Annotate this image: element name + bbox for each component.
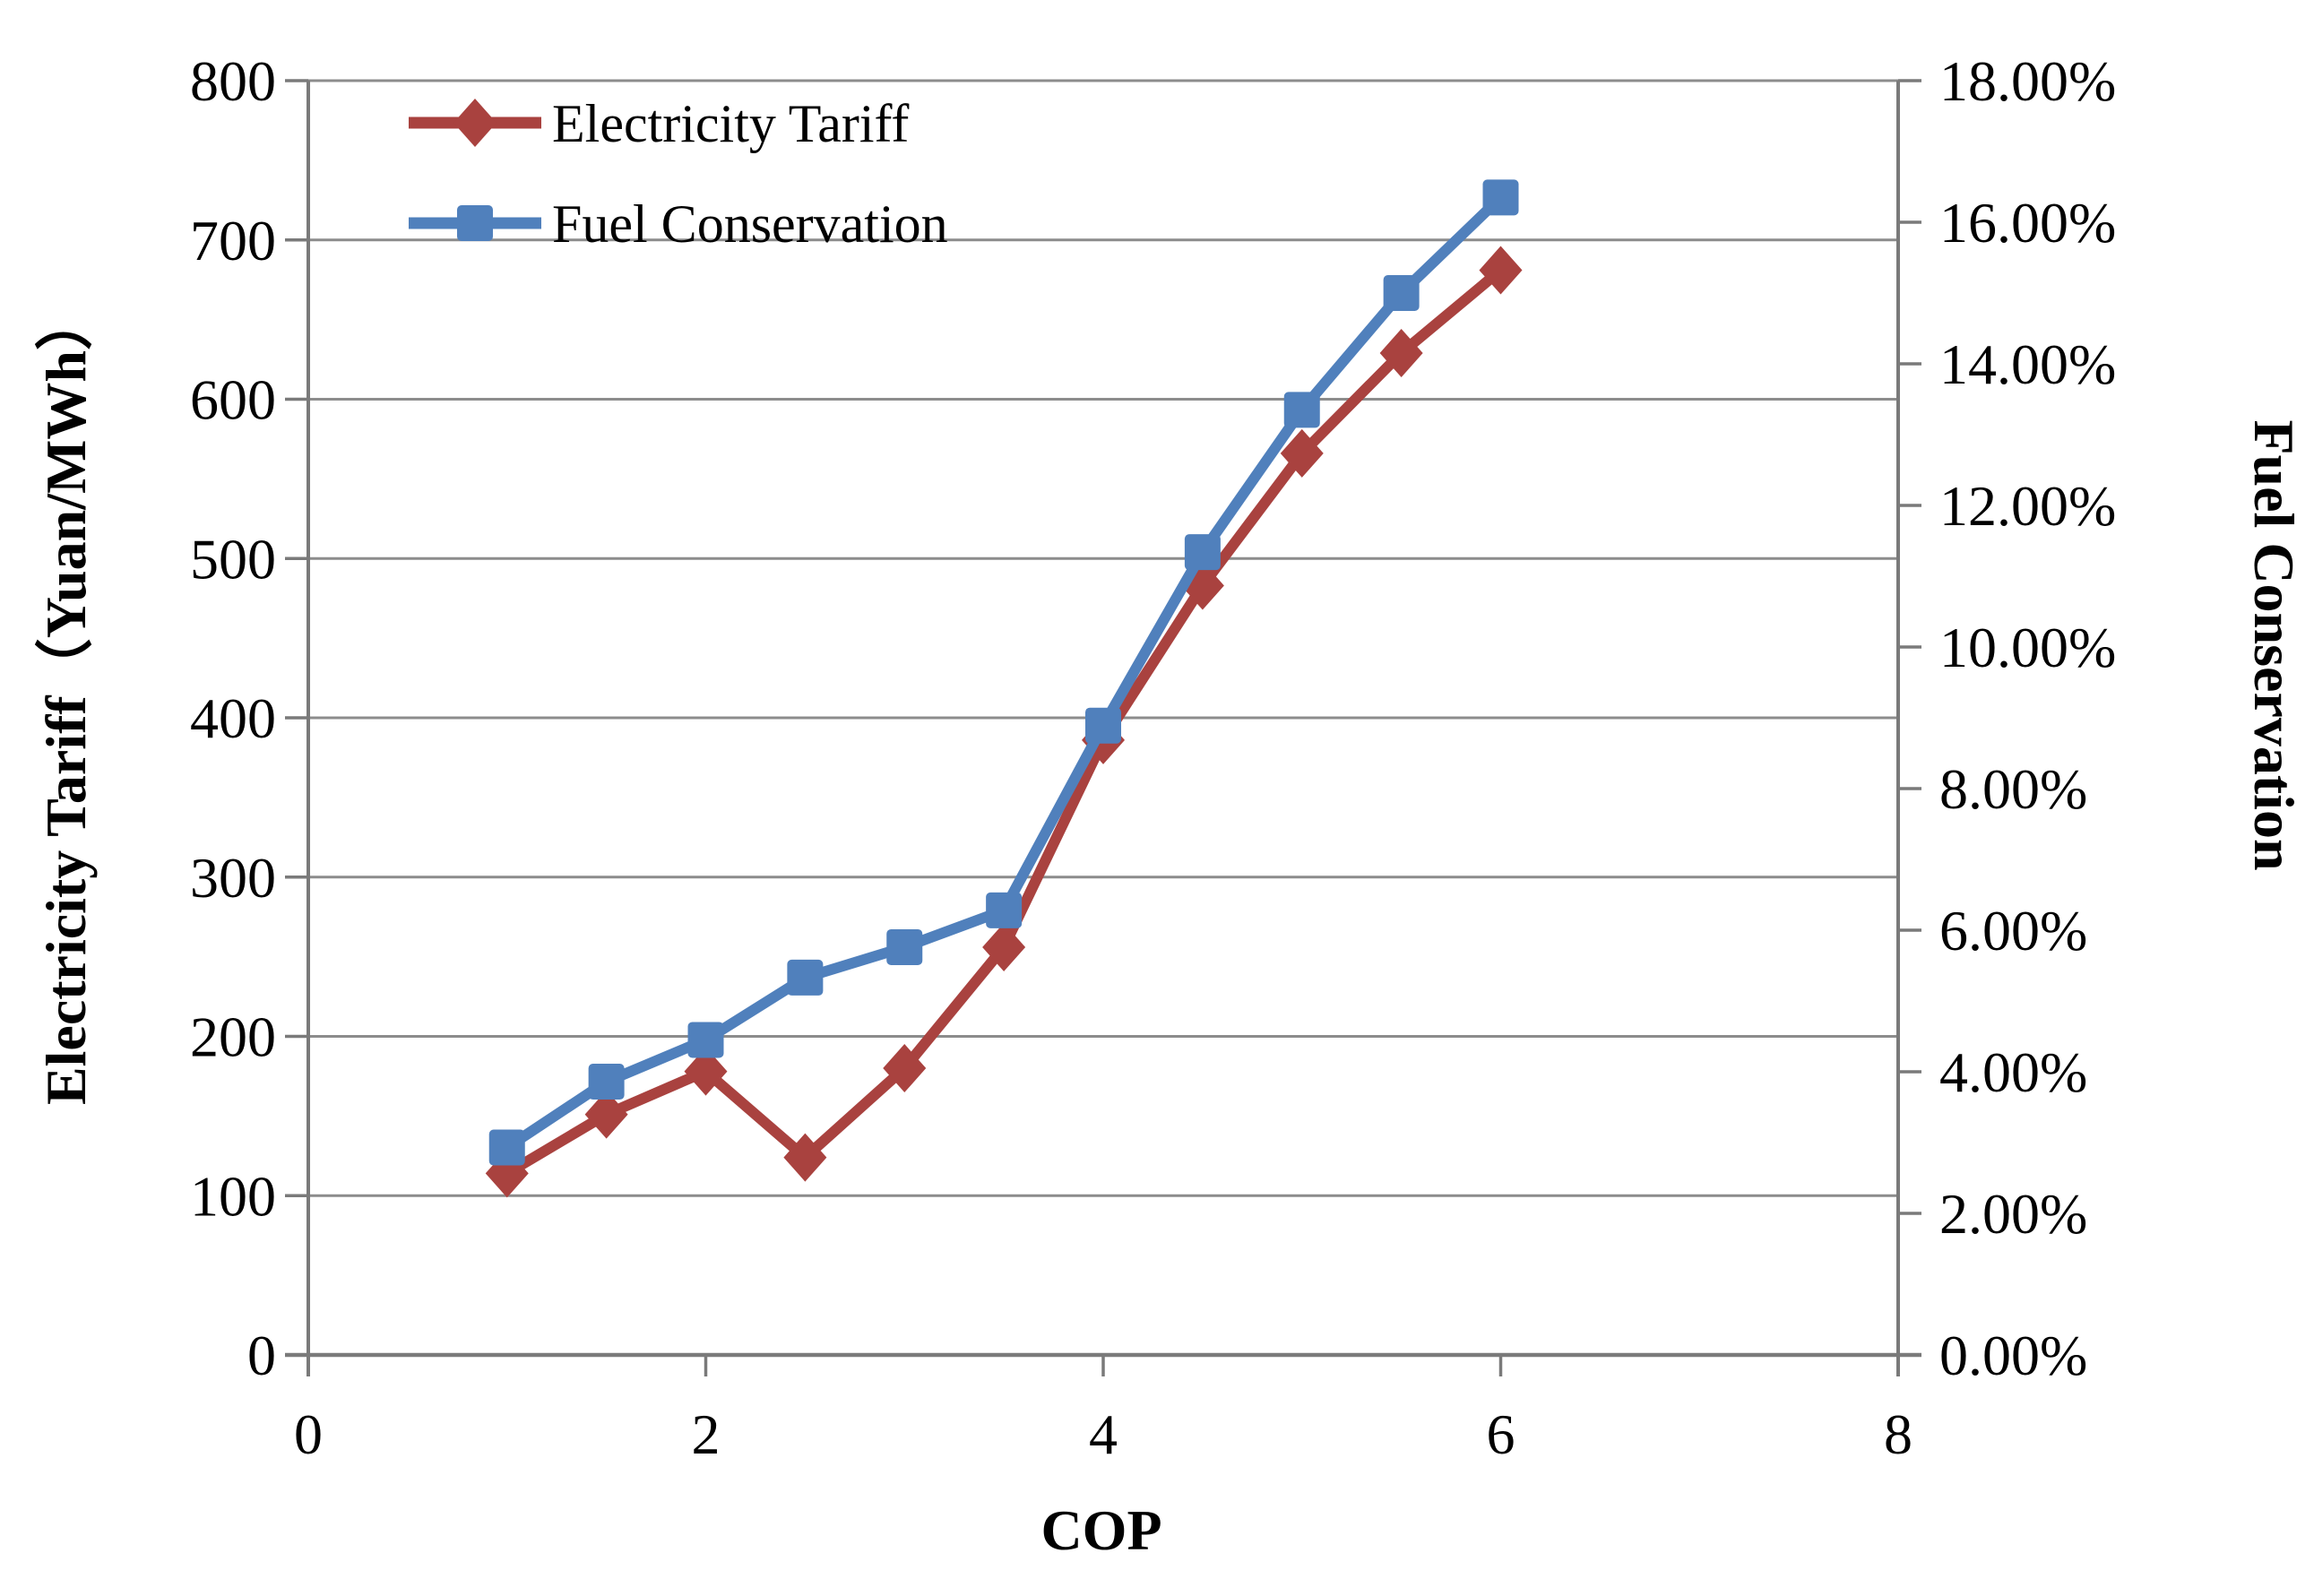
right-axis-tick-label: 8.00%	[1939, 757, 2087, 821]
right-axis-tick-label: 14.00%	[1939, 332, 2116, 396]
right-axis-title: Fuel Conservation	[2242, 419, 2306, 870]
data-point-square-marker	[1085, 707, 1121, 744]
data-point-diamond-marker	[584, 1090, 628, 1139]
left-axis-tick-label: 500	[190, 527, 276, 591]
legend-diamond-marker	[453, 99, 496, 147]
right-axis-tick-label: 10.00%	[1939, 616, 2116, 679]
right-axis-tick-label: 18.00%	[1939, 49, 2116, 113]
left-axis-tick-label: 100	[190, 1164, 276, 1228]
data-point-diamond-marker	[783, 1133, 827, 1182]
x-axis-tick-label: 4	[1089, 1402, 1118, 1466]
data-point-square-marker	[588, 1064, 625, 1100]
left-axis-tick-label: 600	[190, 368, 276, 432]
data-point-diamond-marker	[883, 1044, 927, 1093]
data-point-diamond-marker	[684, 1047, 728, 1096]
x-axis-title: COP	[1040, 1498, 1161, 1562]
left-axis-tick-label: 200	[190, 1005, 276, 1069]
data-point-square-marker	[1383, 275, 1420, 311]
data-point-diamond-marker	[1280, 428, 1324, 478]
left-axis-tick-label: 0	[247, 1324, 276, 1387]
x-axis-tick-label: 0	[294, 1402, 323, 1466]
x-axis-tick-label: 8	[1884, 1402, 1913, 1466]
data-point-square-marker	[687, 1022, 724, 1058]
right-axis-tick-label: 2.00%	[1939, 1182, 2087, 1246]
x-axis-tick-label: 2	[692, 1402, 721, 1466]
right-axis-tick-label: 12.00%	[1939, 474, 2116, 538]
legend-label: Fuel Conservation	[552, 194, 948, 254]
data-point-diamond-marker	[1379, 328, 1423, 377]
x-axis-tick-label: 6	[1487, 1402, 1515, 1466]
data-point-square-marker	[1283, 392, 1320, 428]
right-axis-tick-label: 0.00%	[1939, 1324, 2087, 1387]
right-axis-tick-label: 6.00%	[1939, 899, 2087, 962]
data-point-square-marker	[1482, 179, 1519, 216]
data-point-square-marker	[986, 892, 1023, 928]
right-axis-tick-label: 16.00%	[1939, 191, 2116, 254]
left-axis-tick-label: 800	[190, 49, 276, 113]
left-axis-tick-label: 700	[190, 209, 276, 272]
data-point-square-marker	[886, 928, 923, 965]
data-point-square-marker	[1184, 534, 1221, 571]
left-axis-title: Electricity Tariff（Yuan/MWh）	[34, 293, 98, 1105]
data-point-square-marker	[787, 959, 824, 996]
data-point-diamond-marker	[1479, 246, 1523, 295]
data-point-diamond-marker	[982, 922, 1026, 971]
data-point-square-marker	[488, 1129, 525, 1166]
left-axis-tick-label: 400	[190, 686, 276, 750]
right-axis-tick-label: 4.00%	[1939, 1040, 2087, 1104]
legend-square-marker	[457, 205, 493, 241]
left-axis-tick-label: 300	[190, 846, 276, 910]
legend-label: Electricity Tariff	[552, 94, 909, 153]
